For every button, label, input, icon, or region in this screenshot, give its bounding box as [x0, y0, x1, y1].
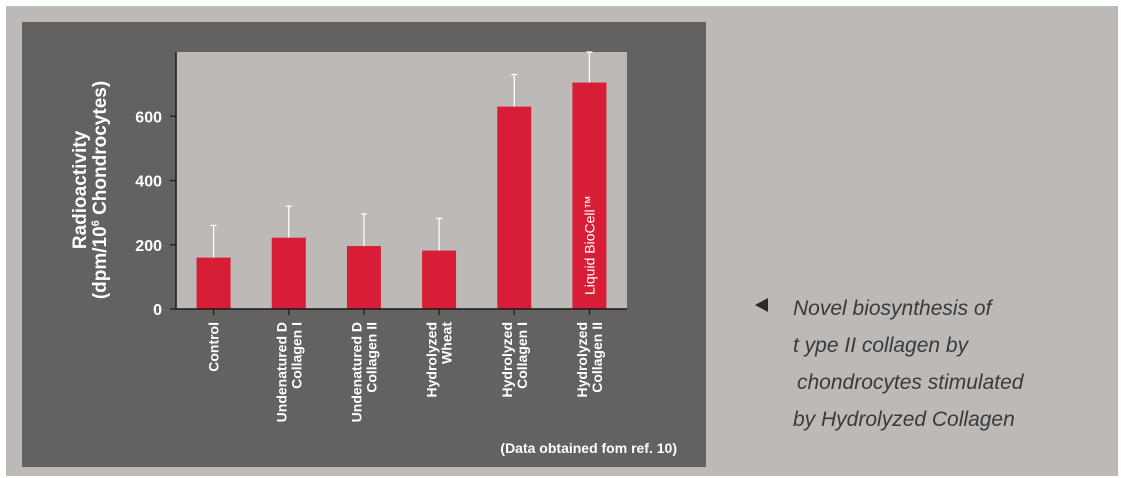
bar	[572, 82, 607, 309]
x-tick-label: Collagen I	[514, 322, 530, 389]
y-axis-label-line2: (dpm/106 Chondrocytes)	[90, 81, 111, 299]
plot-area	[176, 52, 627, 309]
figure-caption: Novel biosynthesis of t ype II collagen …	[755, 290, 1095, 438]
caption-line-4: by Hydrolyzed Collagen	[793, 408, 1015, 431]
y-axis-label-post: Chondrocytes)	[90, 81, 111, 220]
x-tick-label: Undenatured D	[273, 322, 289, 422]
caption-line-1: Novel biosynthesis of	[793, 297, 992, 320]
y-tick-label: 400	[135, 174, 162, 191]
y-tick-label: 600	[135, 109, 162, 126]
x-tick-label: Undenatured D	[348, 322, 364, 422]
y-axis-label-line1: Radioactivity	[70, 130, 91, 249]
bar	[497, 106, 532, 309]
bar	[196, 257, 231, 309]
caption-line-2: t ype II collagen by	[793, 334, 969, 357]
bar	[346, 246, 381, 309]
y-tick-label: 200	[135, 238, 162, 255]
y-axis-label-pre: (dpm/10	[90, 226, 111, 299]
x-tick-label: Collagen I	[288, 322, 304, 389]
caption-line-3: chondrocytes stimulated	[797, 371, 1024, 394]
x-tick-label: Control	[206, 322, 222, 372]
x-tick-label: Wheat	[439, 322, 455, 364]
x-tick-label: Collagen II	[363, 322, 379, 393]
x-tick-label: Collagen II	[589, 322, 605, 393]
x-tick-label: Hydrolyzed	[424, 322, 440, 397]
y-axis-label-sup: 6	[90, 220, 102, 226]
data-source-note: (Data obtained fom ref. 10)	[500, 440, 677, 456]
y-tick-label: 0	[153, 302, 162, 319]
bar	[271, 237, 306, 309]
chart-panel: 0 200 400 600 Control Undenatured D Collagen …	[22, 22, 706, 467]
x-tick-label: Hydrolyzed	[574, 322, 590, 397]
bar	[422, 250, 457, 309]
bar-annotation: Liquid BioCell™	[581, 195, 597, 295]
caption-arrow-icon	[755, 298, 768, 312]
x-tick-label: Hydrolyzed	[499, 322, 515, 397]
